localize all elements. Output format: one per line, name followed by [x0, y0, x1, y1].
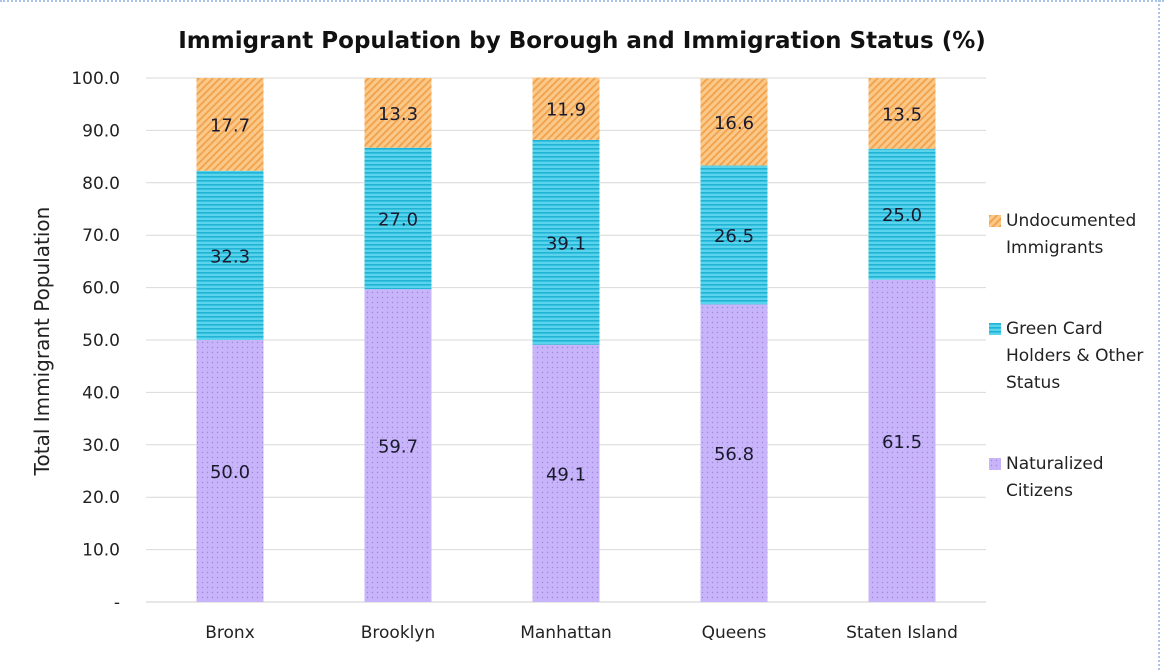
- bar-segment: [364, 78, 432, 148]
- legend-label-green-card-line-2: Holders & Other: [1006, 346, 1144, 366]
- data-label: 16.6: [714, 113, 754, 134]
- y-tick-label: 100.0: [71, 69, 120, 89]
- data-label: 13.3: [378, 104, 418, 125]
- legend-item-green-card: Green Card Holders & Other Status: [986, 316, 1158, 397]
- bar-segment: [196, 340, 264, 602]
- y-tick-label: 70.0: [82, 226, 120, 246]
- data-label: 11.9: [546, 100, 586, 121]
- top-border: [0, 0, 1164, 2]
- y-tick-label: 30.0: [82, 436, 120, 456]
- x-tick-label: Queens: [702, 623, 767, 643]
- bar-segment: [868, 78, 936, 149]
- bar-segment: [532, 77, 600, 140]
- legend: Undocumented Immigrants Green Card Holde…: [986, 208, 1158, 505]
- y-tick-label: 10.0: [82, 541, 120, 561]
- bars: 50.0 32.3 17.7 59.7 27.0 13.3 49.1 39.1 11.9 56.8…: [196, 77, 936, 602]
- bar-segment: [700, 78, 768, 166]
- bar-segment: [364, 289, 432, 602]
- legend-item-undocumented: Undocumented Immigrants: [986, 208, 1158, 262]
- bar-segment: [532, 139, 600, 345]
- legend-label-green-card-line-1: Green Card: [1006, 319, 1103, 339]
- legend-label-naturalized-line-1: Naturalized: [1006, 454, 1104, 474]
- data-label: 17.7: [210, 115, 250, 136]
- legend-label-naturalized-line-2: Citizens: [1006, 481, 1073, 501]
- x-tick-label: Bronx: [205, 623, 255, 643]
- y-tick-label: 90.0: [82, 121, 120, 141]
- right-border: [1158, 0, 1160, 670]
- y-tick-label: 20.0: [82, 488, 120, 508]
- y-axis-ticks: - 10.0 20.0 30.0 40.0 50.0 60.0 70.0 80.0 90.0 100…: [71, 69, 120, 613]
- bar-segment: [364, 147, 432, 290]
- x-tick-label: Manhattan: [520, 623, 612, 643]
- data-label: 39.1: [546, 233, 586, 254]
- bar-segment: [868, 148, 936, 280]
- x-axis-ticks: Bronx Brooklyn Manhattan Queens Staten Islan…: [205, 623, 958, 643]
- legend-swatch-green-card: [989, 323, 1001, 335]
- y-axis-label: Total Immigrant Population: [30, 207, 54, 477]
- data-label: 59.7: [378, 437, 418, 458]
- legend-item-naturalized: Naturalized Citizens: [986, 451, 1158, 505]
- bar-segment: [700, 165, 768, 305]
- y-tick-label: 50.0: [82, 331, 120, 351]
- legend-label-green-card-line-3: Status: [1006, 373, 1061, 393]
- bar-segment: [532, 344, 600, 602]
- data-label: 25.0: [882, 205, 922, 226]
- data-label: 13.5: [882, 104, 922, 125]
- x-tick-label: Brooklyn: [361, 623, 435, 643]
- bar-segment: [700, 304, 768, 602]
- y-tick-label: 80.0: [82, 174, 120, 194]
- data-label: 56.8: [714, 444, 754, 465]
- data-label: 50.0: [210, 462, 250, 483]
- data-label: 61.5: [882, 432, 922, 453]
- legend-swatch-naturalized: [989, 458, 1001, 470]
- data-label: 32.3: [210, 246, 250, 267]
- data-label: 26.5: [714, 226, 754, 247]
- legend-label-undocumented-line-2: Immigrants: [1006, 238, 1104, 258]
- data-label: 49.1: [546, 464, 586, 485]
- legend-label-undocumented-line-1: Undocumented: [1006, 211, 1137, 231]
- chart-title: Immigrant Population by Borough and Immi…: [178, 28, 986, 54]
- legend-swatch-undocumented: [989, 215, 1001, 227]
- data-label: 27.0: [378, 209, 418, 230]
- y-tick-label: 40.0: [82, 383, 120, 403]
- y-tick-label: -: [114, 593, 120, 613]
- bar-segment: [196, 78, 264, 171]
- x-tick-label: Staten Island: [846, 623, 958, 643]
- y-tick-label: 60.0: [82, 279, 120, 299]
- bar-segment: [868, 279, 936, 602]
- bar-segment: [196, 170, 264, 340]
